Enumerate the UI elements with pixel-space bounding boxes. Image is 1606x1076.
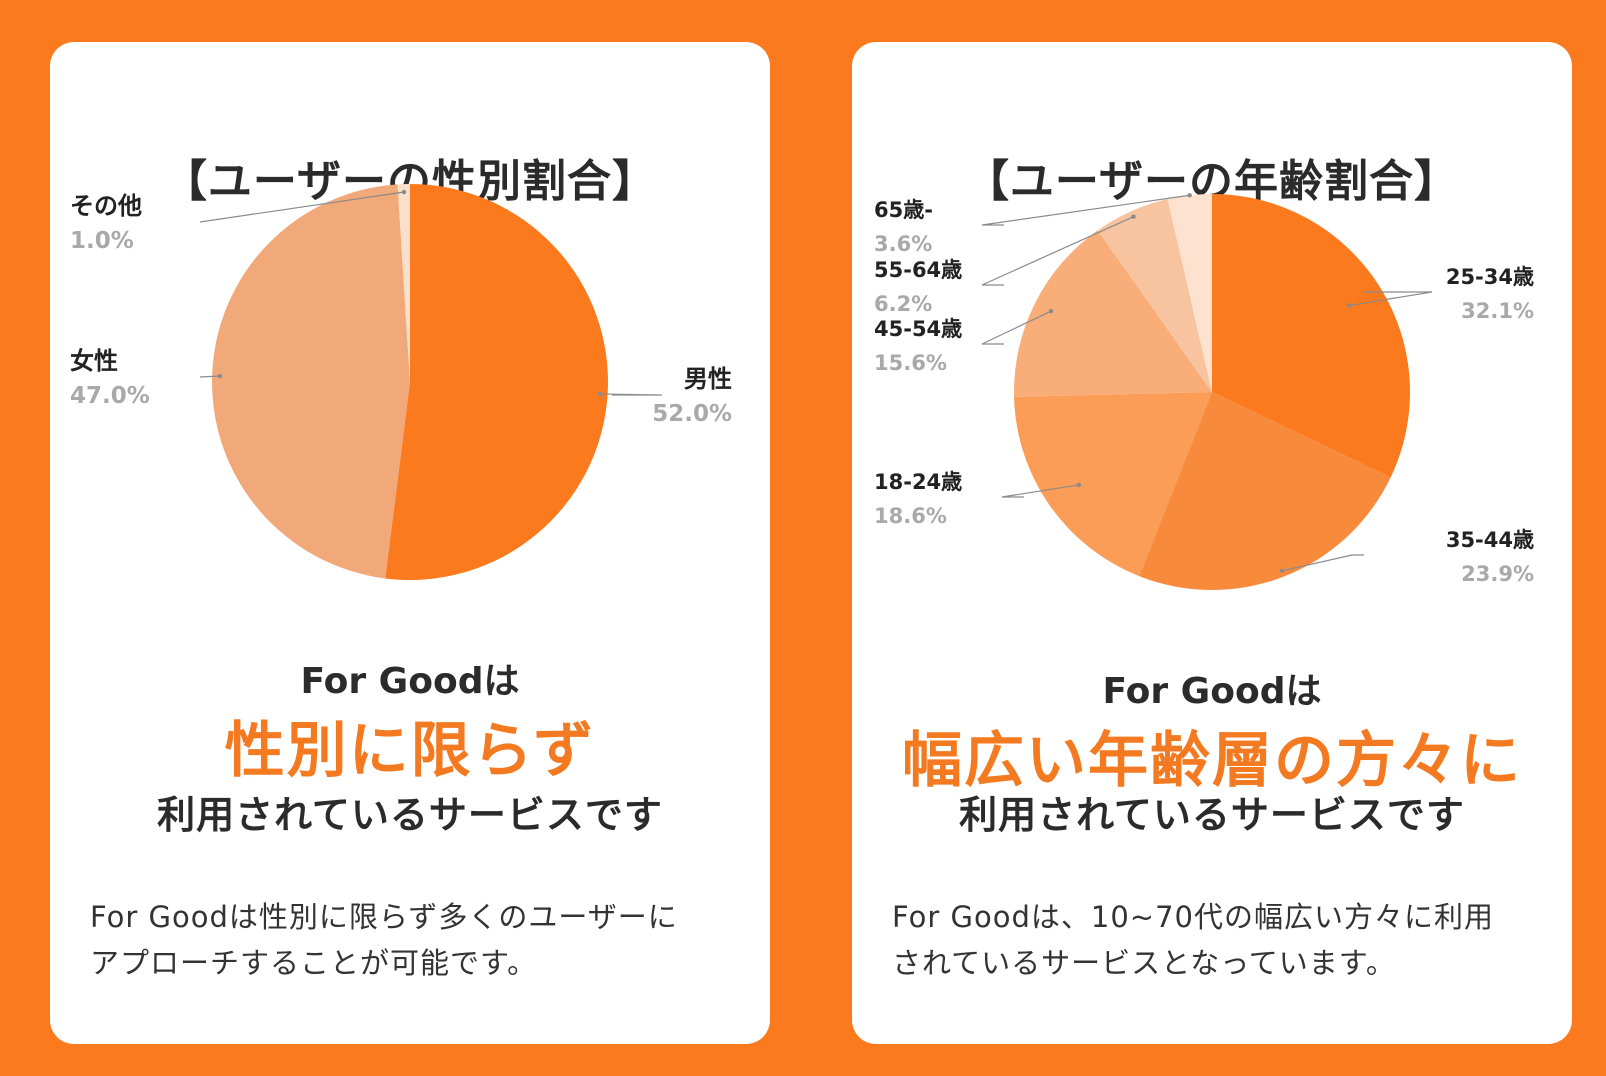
leader-line-1-5 (981, 194, 1190, 226)
slice-value-0-2: 1.0% (70, 228, 134, 254)
age-message-highlight: 幅広い年齢層の方々に (902, 726, 1522, 796)
age-message-lead: For Goodは (1102, 671, 1322, 712)
leader-line-0-1 (199, 375, 221, 378)
slice-label-0-2: その他 (70, 192, 142, 220)
leader-dot-1-2 (1076, 482, 1082, 488)
slice-value-1-5: 3.6% (874, 232, 932, 256)
slice-label-1-0: 25-34歳 (1446, 265, 1534, 289)
age-description: For Goodは、10~70代の幅広い方々に利用 されているサービスとなってい… (892, 894, 1542, 986)
slice-label-1-3: 45-54歳 (874, 317, 962, 341)
leader-line-0-0 (599, 393, 663, 396)
slice-label-1-4: 55-64歳 (874, 258, 962, 282)
slice-value-1-2: 18.6% (874, 504, 947, 528)
slice-value-0-1: 47.0% (70, 383, 150, 409)
leader-dot-1-4 (1131, 214, 1136, 219)
pie-slice-1-5 (1167, 194, 1212, 392)
slice-value-1-1: 23.9% (1461, 562, 1534, 586)
leader-dot-1-1 (1279, 568, 1285, 573)
pie-slice-1-0 (1212, 194, 1410, 478)
gender-description-line2: アプローチすることが可能です。 (90, 946, 538, 980)
age-message-tail: 利用されているサービスです (959, 793, 1465, 837)
slice-label-0-0: 男性 (684, 365, 732, 393)
slice-value-1-0: 32.1% (1461, 299, 1534, 323)
leader-line-1-1 (1282, 554, 1364, 572)
slice-value-1-3: 15.6% (874, 351, 947, 375)
pie-slice-0-1 (211, 184, 410, 579)
pie-slice-0-2 (397, 184, 410, 382)
leader-line-1-3 (981, 310, 1052, 345)
leader-line-1-2 (1001, 484, 1079, 498)
leader-dot-1-3 (1048, 309, 1054, 314)
leader-line-1-0 (1349, 291, 1433, 307)
slice-label-1-1: 35-44歳 (1446, 528, 1534, 552)
pie-slice-0-0 (385, 184, 608, 580)
leader-dot-0-2 (401, 189, 407, 195)
slice-label-0-1: 女性 (70, 347, 118, 375)
gender-description-line1: For Goodは性別に限らず多くのユーザーに (90, 900, 678, 934)
leader-line-0-2 (199, 191, 405, 223)
pie-slice-1-3 (1014, 230, 1212, 397)
gender-pie-chart: 男性 52.0% 女性 47.0% その他 1.0% (70, 184, 732, 580)
slice-label-1-5: 65歳- (874, 198, 933, 222)
age-card: 【ユーザーの年齢割合】 25-34歳 32.1% 35-44歳 23.9% 18-24歳… (852, 42, 1572, 1044)
age-pie-chart: 25-34歳 32.1% 35-44歳 23.9% 18-24歳 18.6% 45-54歳 1… (874, 193, 1534, 590)
gender-message-tail: 利用されているサービスです (157, 793, 663, 837)
slice-value-1-4: 6.2% (874, 292, 932, 316)
leader-dot-0-0 (597, 391, 602, 397)
age-description-line1: For Goodは、10~70代の幅広い方々に利用 (892, 900, 1494, 934)
leader-dot-1-0 (1347, 303, 1352, 308)
leader-dot-1-5 (1187, 193, 1192, 198)
gender-message-lead: For Goodは (300, 661, 520, 702)
slice-label-1-2: 18-24歳 (874, 470, 962, 494)
leader-line-1-4 (981, 216, 1134, 286)
pie-slice-1-1 (1139, 392, 1391, 590)
pie-slice-1-2 (1014, 392, 1212, 577)
slice-value-0-0: 52.0% (652, 401, 732, 427)
pie-slice-1-4 (1097, 199, 1212, 392)
age-description-line2: されているサービスとなっています。 (892, 946, 1396, 980)
leader-dot-0-1 (217, 373, 223, 379)
gender-description: For Goodは性別に限らず多くのユーザーに アプローチすることが可能です。 (90, 894, 740, 986)
gender-card: 【ユーザーの性別割合】 男性 52.0% 女性 47.0% その他 1.0% For Go… (50, 42, 770, 1044)
gender-message-highlight: 性別に限らず (224, 716, 596, 786)
